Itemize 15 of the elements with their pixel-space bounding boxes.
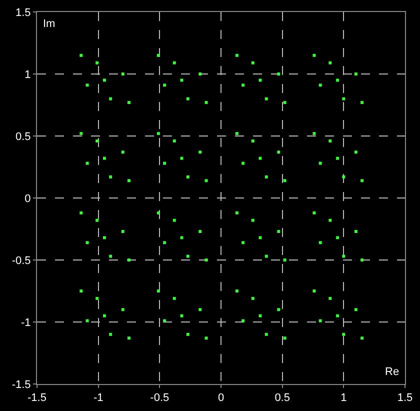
x-axis-title: Re <box>385 366 400 378</box>
y-tick-label: 1.5 <box>16 6 31 19</box>
x-tick-label: 0 <box>218 392 224 404</box>
x-tick-label: -1 <box>93 392 104 404</box>
y-tick-label: -0.5 <box>12 254 31 267</box>
x-tick-label: 1.5 <box>397 392 413 404</box>
x-tick-label: 1 <box>340 392 347 404</box>
y-tick-label: 0.5 <box>16 130 31 143</box>
y-axis-title: Im <box>43 18 56 30</box>
x-tick-label: 0.5 <box>274 392 290 404</box>
y-tick-label: 1 <box>24 68 31 81</box>
x-tick-label: -0.5 <box>150 392 170 404</box>
y-tick-label: -1 <box>21 316 31 329</box>
y-tick-label: -1.5 <box>12 378 31 391</box>
y-tick-label: 0 <box>24 192 31 205</box>
